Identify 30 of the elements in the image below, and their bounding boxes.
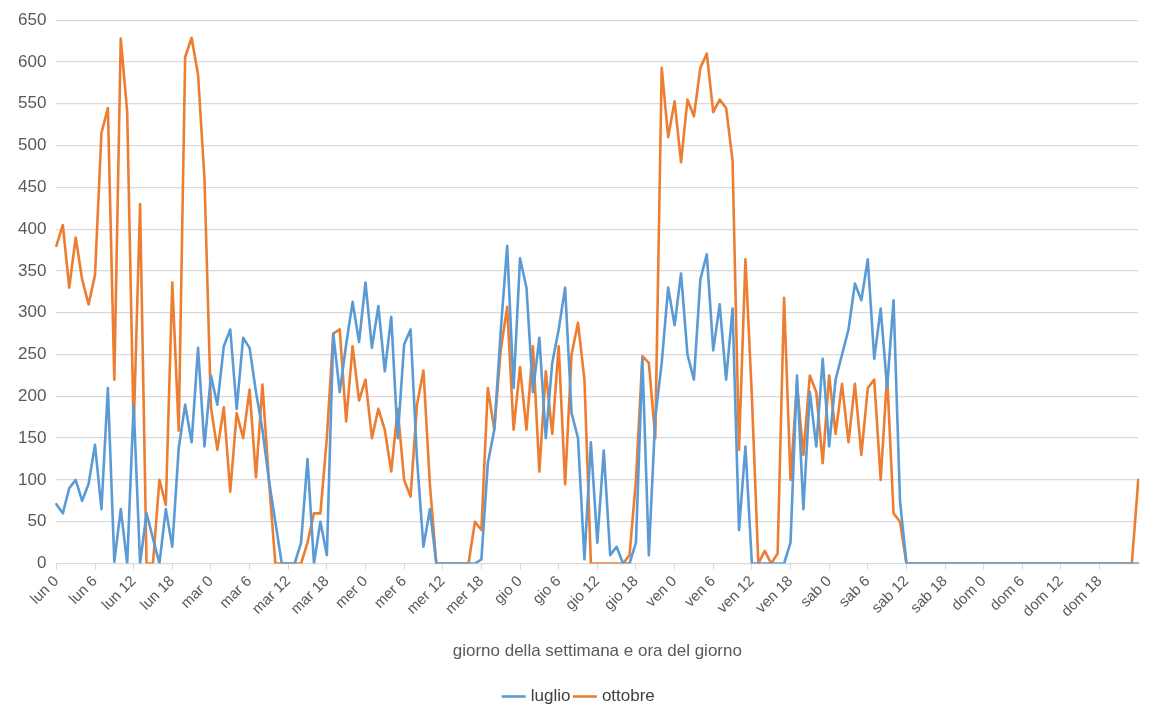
y-tick-label: 250	[17, 344, 47, 364]
x-tick-label: lun 0	[26, 571, 62, 607]
y-tick-label: 550	[17, 93, 47, 113]
x-axis-title: giorno della settimana e ora del giorno	[452, 641, 742, 661]
x-tick-label: gio 18	[600, 571, 642, 613]
y-tick-label: 500	[17, 135, 47, 155]
x-tick-label: gio 12	[561, 571, 603, 613]
y-tick-label: 0	[36, 553, 47, 573]
x-tick-label: sab 0	[796, 571, 835, 610]
y-tick-label: 400	[17, 218, 47, 238]
y-tick-label: 50	[27, 511, 47, 531]
y-tick-label: 350	[17, 260, 47, 280]
y-tick-label: 150	[17, 427, 47, 447]
legend-label: luglio	[530, 686, 571, 706]
y-tick-label: 300	[17, 302, 47, 322]
legend-label: ottobre	[601, 686, 655, 706]
x-tick-label: gio 0	[490, 571, 526, 607]
x-tick-label: ven 0	[641, 571, 680, 610]
x-tick-label: lun 18	[136, 571, 178, 613]
y-tick-label: 600	[17, 51, 47, 71]
x-tick-label: mar 0	[176, 571, 216, 612]
x-tick-label: sab 6	[834, 571, 873, 610]
y-tick-label: 200	[17, 386, 47, 406]
x-tick-label: mer 0	[331, 571, 371, 612]
y-tick-label: 650	[17, 9, 47, 29]
y-tick-label: 450	[17, 177, 47, 197]
y-tick-label: 100	[17, 469, 47, 489]
x-tick-label: ven 6	[680, 571, 719, 610]
x-tick-label: dom 0	[947, 571, 989, 614]
x-tick-label: gio 6	[528, 571, 564, 607]
